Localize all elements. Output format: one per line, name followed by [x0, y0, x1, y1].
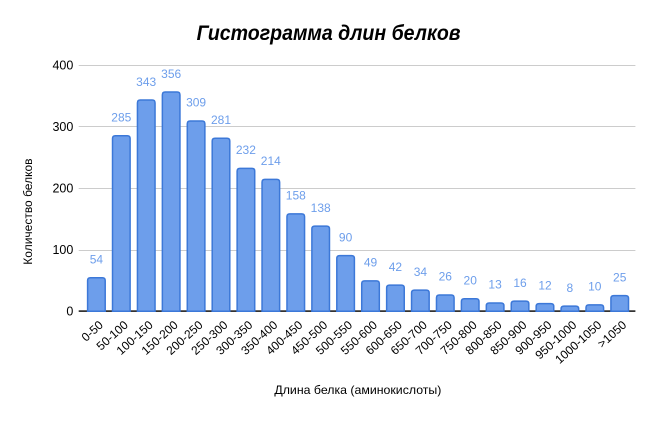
- svg-text:309: 309: [186, 96, 206, 110]
- svg-text:49: 49: [364, 256, 378, 270]
- svg-text:400: 400: [52, 58, 73, 72]
- svg-text:12: 12: [538, 278, 552, 292]
- svg-text:42: 42: [389, 260, 403, 274]
- svg-text:356: 356: [161, 67, 181, 81]
- svg-text:100: 100: [52, 243, 73, 257]
- svg-text:54: 54: [90, 253, 104, 267]
- svg-text:10: 10: [588, 280, 602, 294]
- svg-text:Количество белков: Количество белков: [21, 158, 35, 264]
- svg-text:285: 285: [111, 110, 131, 124]
- svg-text:232: 232: [236, 143, 256, 157]
- svg-text:8: 8: [567, 281, 574, 295]
- svg-text:90: 90: [339, 230, 353, 244]
- svg-text:Длина белка (аминокислоты): Длина белка (аминокислоты): [274, 383, 441, 397]
- svg-text:Гистограмма длин белков: Гистограмма длин белков: [197, 22, 461, 45]
- svg-text:300: 300: [52, 120, 73, 134]
- svg-text:34: 34: [414, 265, 428, 279]
- svg-text:138: 138: [311, 201, 331, 215]
- svg-text:26: 26: [439, 270, 453, 284]
- svg-text:281: 281: [211, 113, 231, 127]
- svg-text:20: 20: [464, 273, 478, 287]
- svg-text:25: 25: [613, 270, 627, 284]
- svg-text:16: 16: [513, 276, 527, 290]
- svg-text:200: 200: [52, 181, 73, 195]
- svg-text:13: 13: [488, 278, 502, 292]
- svg-text:158: 158: [286, 189, 306, 203]
- svg-text:0: 0: [66, 304, 73, 318]
- svg-text:343: 343: [136, 75, 156, 89]
- svg-text:214: 214: [261, 154, 281, 168]
